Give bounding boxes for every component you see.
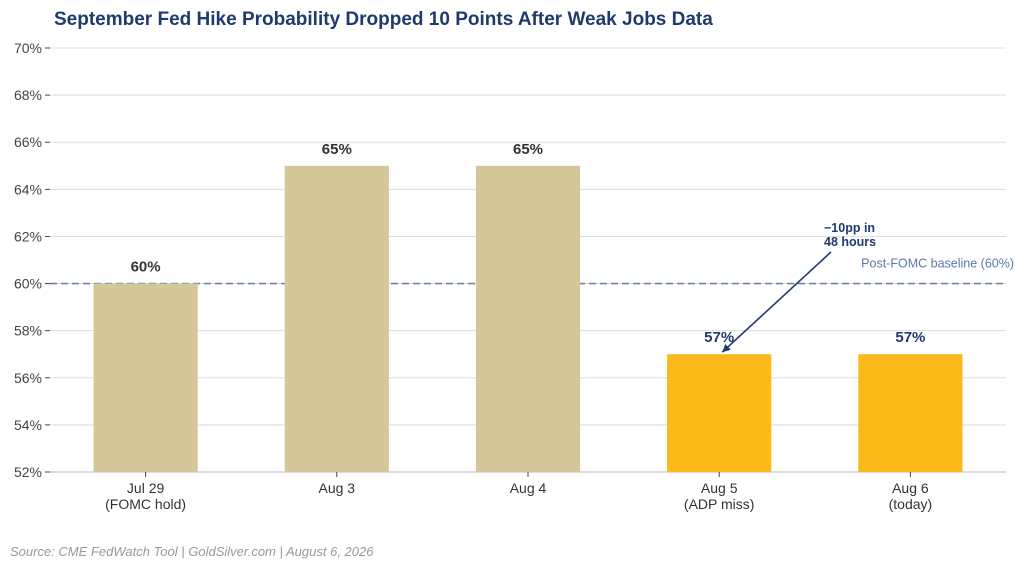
y-tick-label: 60% xyxy=(14,276,42,292)
y-tick-label: 56% xyxy=(14,370,42,386)
x-tick-label: Aug 3 xyxy=(319,480,356,496)
data-label: 65% xyxy=(322,141,352,158)
bars xyxy=(93,165,963,472)
y-tick-label: 64% xyxy=(14,181,42,197)
y-tick-label: 62% xyxy=(14,228,42,244)
bar xyxy=(667,354,772,472)
x-tick-label: Aug 6 xyxy=(892,480,929,496)
data-labels: 60% 65% 65% 57% 57% xyxy=(131,141,926,346)
x-tick-label: (ADP miss) xyxy=(684,496,755,512)
chart-title: September Fed Hike Probability Dropped 1… xyxy=(54,9,713,30)
y-tick-label: 52% xyxy=(14,464,42,480)
bar xyxy=(858,354,963,472)
reference-line-label: Post-FOMC baseline (60%) xyxy=(861,257,1014,271)
source-note: Source: CME FedWatch Tool | GoldSilver.c… xyxy=(10,544,374,559)
y-tick-label: 68% xyxy=(14,87,42,103)
data-label: 60% xyxy=(131,259,161,276)
annotation-text: 48 hours xyxy=(824,235,876,249)
x-tick-label: (today) xyxy=(889,496,933,512)
y-tick-label: 54% xyxy=(14,417,42,433)
bar xyxy=(93,283,198,472)
y-tick-label: 58% xyxy=(14,323,42,339)
annotation-text: −10pp in xyxy=(824,221,875,235)
data-label: 65% xyxy=(513,141,543,158)
y-axis-ticks: 52% 54% 56% 58% 60% 62% 64% 66% 68% 70% xyxy=(14,40,50,480)
annotation-arrow xyxy=(721,251,832,353)
x-tick-label: Jul 29 xyxy=(127,480,165,496)
x-axis-ticks: Jul 29(FOMC hold) Aug 3 Aug 4 Aug 5(ADP mis… xyxy=(105,472,932,512)
data-label: 57% xyxy=(704,329,734,346)
y-tick-label: 66% xyxy=(14,134,42,150)
x-tick-label: (FOMC hold) xyxy=(105,496,186,512)
bar xyxy=(475,165,581,472)
x-tick-label: Aug 5 xyxy=(701,480,738,496)
x-tick-label: Aug 4 xyxy=(510,480,547,496)
bar xyxy=(284,165,389,472)
y-tick-label: 70% xyxy=(14,40,42,56)
data-label: 57% xyxy=(895,329,925,346)
